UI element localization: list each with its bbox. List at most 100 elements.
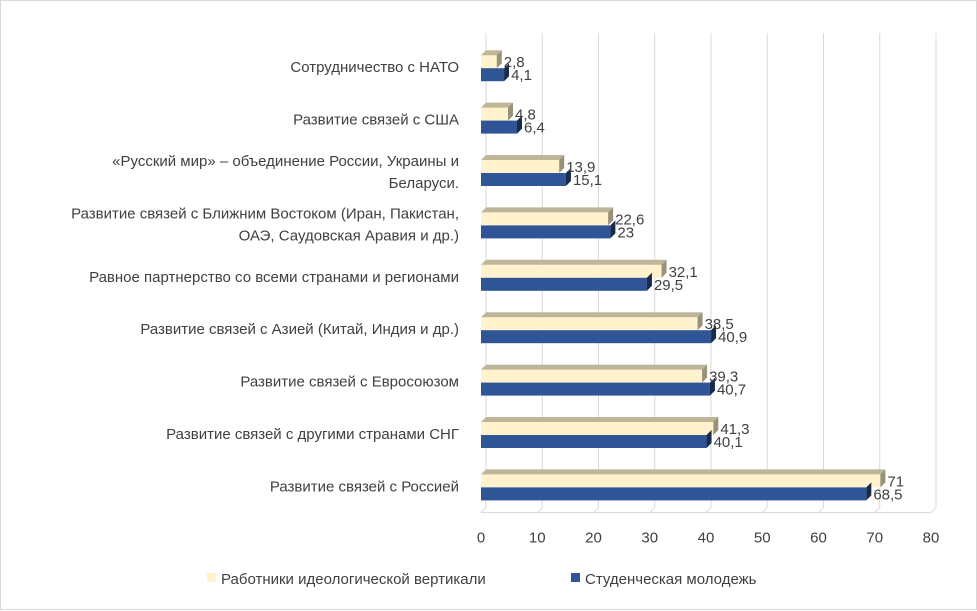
gridline xyxy=(536,33,543,513)
legend-label: Работники идеологической вертикали xyxy=(221,571,486,588)
bar-top-face xyxy=(481,364,708,370)
x-tick-label: 30 xyxy=(641,530,658,547)
bar xyxy=(481,487,867,501)
bar xyxy=(481,474,881,488)
bar-top-face xyxy=(481,312,703,318)
bar-side-face xyxy=(702,364,708,383)
bars xyxy=(481,50,886,501)
gridline xyxy=(593,33,599,513)
category-label: Развитие связей с Азией (Китай, Индия и … xyxy=(140,321,459,338)
category-label: Равное партнерство со всеми странами и р… xyxy=(89,269,459,286)
data-label: 38,5 xyxy=(705,316,734,333)
data-label: 4,8 xyxy=(515,107,536,124)
bar xyxy=(481,435,707,448)
bar xyxy=(481,330,712,344)
bar xyxy=(481,225,611,239)
data-label: 32,1 xyxy=(669,264,698,281)
bar xyxy=(481,369,703,383)
bar xyxy=(481,160,560,173)
x-tick-label: 70 xyxy=(866,530,883,547)
bar xyxy=(481,68,505,82)
bar-side-face xyxy=(713,417,719,435)
bar-top-face xyxy=(481,155,565,160)
x-tick-label: 50 xyxy=(754,530,771,547)
bar-top-face xyxy=(481,259,667,265)
bar-side-face xyxy=(610,220,616,239)
legend-swatch xyxy=(571,573,580,582)
gridlines xyxy=(480,33,937,514)
category-label: Развитие связей с США xyxy=(293,112,459,129)
category-label: Сотрудничество с НАТО xyxy=(290,59,459,76)
data-label: 15,1 xyxy=(573,172,602,189)
bar-side-face xyxy=(711,325,717,344)
bar-top-face xyxy=(481,417,719,422)
bar xyxy=(481,264,662,278)
bar-side-face xyxy=(706,430,712,448)
data-label: 40,9 xyxy=(718,329,747,346)
category-label: Развитие связей с Россией xyxy=(270,478,459,495)
bar xyxy=(481,317,698,331)
bar-side-face xyxy=(661,259,667,278)
bar xyxy=(481,120,517,134)
gridline xyxy=(705,33,712,513)
x-tick-label: 0 xyxy=(477,530,485,547)
bar xyxy=(481,55,497,69)
data-label: 22,6 xyxy=(615,211,644,228)
bar xyxy=(481,212,609,226)
category-label: Развитие связей с другими странами СНГ xyxy=(166,426,459,443)
x-tick-label: 10 xyxy=(529,530,546,547)
bar xyxy=(481,382,710,396)
data-label: 39,3 xyxy=(709,369,738,386)
data-label: 40,7 xyxy=(717,382,746,399)
x-tick-label: 60 xyxy=(810,530,827,547)
legend-swatch xyxy=(207,573,216,582)
bar-side-face xyxy=(709,377,715,396)
bar-side-face xyxy=(608,207,614,226)
bar-side-face xyxy=(504,63,510,82)
bar-top-face xyxy=(481,207,614,213)
legend: Работники идеологической вертикали Студен… xyxy=(207,571,757,588)
bar-side-face xyxy=(565,168,571,186)
data-label: 2,8 xyxy=(504,54,525,71)
data-label: 40,1 xyxy=(714,434,743,451)
data-label: 6,4 xyxy=(524,120,545,137)
data-label: 4,1 xyxy=(511,67,532,84)
category-label: Развитие связей с Евросоюзом xyxy=(240,374,459,391)
data-label: 71 xyxy=(887,473,904,490)
bar-side-face xyxy=(508,102,513,121)
gridline xyxy=(649,33,656,513)
gridline xyxy=(818,33,824,513)
x-tick-label: 20 xyxy=(585,530,602,547)
category-labels: Развитие связей с Россией Развитие связей… xyxy=(71,59,459,495)
bar-top-face xyxy=(481,50,502,56)
gridline xyxy=(930,33,937,513)
data-label: 41,3 xyxy=(720,421,749,438)
bar xyxy=(481,173,566,186)
gridline xyxy=(874,33,881,513)
bar-top-face xyxy=(481,469,886,475)
bar xyxy=(481,107,508,121)
bar xyxy=(481,277,647,291)
bar-top-face xyxy=(481,102,513,108)
bar-side-face xyxy=(697,312,703,331)
data-label: 13,9 xyxy=(566,159,595,176)
category-label: Развитие связей с Ближним Востоком (Иран… xyxy=(71,205,459,244)
gridline xyxy=(480,33,487,513)
x-axis-ticks: 0 10 20 30 40 50 60 70 80 xyxy=(477,530,940,547)
legend-label: Студенческая молодежь xyxy=(585,571,757,588)
data-label: 68,5 xyxy=(873,486,902,503)
bar-side-face xyxy=(517,115,522,134)
bar-side-face xyxy=(559,155,565,173)
bar xyxy=(481,422,714,435)
bar-side-face xyxy=(646,272,652,291)
bar-side-face xyxy=(866,482,872,501)
bar-side-face xyxy=(880,469,886,488)
gridline xyxy=(761,33,768,513)
data-label: 29,5 xyxy=(654,277,683,294)
x-tick-label: 40 xyxy=(698,530,715,547)
bar-side-face xyxy=(496,50,502,69)
x-tick-label: 80 xyxy=(923,530,940,547)
